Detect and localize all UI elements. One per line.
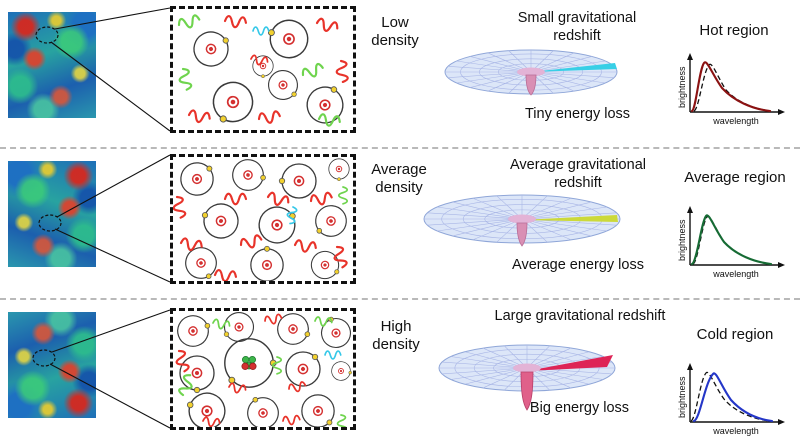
y-axis-label: brightness xyxy=(677,66,687,108)
row-separator xyxy=(0,147,800,149)
low-density-particles xyxy=(176,13,352,133)
well-stem xyxy=(525,74,537,96)
x-axis-label: wavelength xyxy=(712,269,759,279)
density-label: Low density xyxy=(371,14,419,50)
redshift-label: Average gravitational redshift xyxy=(510,157,646,191)
redshift-label: Small gravitational redshift xyxy=(517,10,637,44)
average-density-particles xyxy=(170,153,354,287)
spectrum-plot-average: brightness wavelength xyxy=(677,206,785,279)
photon-path-streak xyxy=(522,215,618,222)
region-label: Hot region xyxy=(699,22,769,39)
y-axis-label: brightness xyxy=(677,219,687,261)
cmb-map-thumbnail xyxy=(8,12,96,118)
average-spectrum-curve xyxy=(690,214,773,266)
high-density-particles xyxy=(172,306,356,437)
zoom-box-average-density xyxy=(170,153,356,287)
x-axis-label: wavelength xyxy=(712,116,759,126)
reference-spectrum-curve xyxy=(692,215,772,265)
cold-spectrum-curve xyxy=(692,372,774,423)
density-label: High density xyxy=(372,318,420,354)
photon-path-streak xyxy=(531,63,617,72)
energy-loss-label: Tiny energy loss xyxy=(524,106,631,122)
reference-spectrum-curve xyxy=(693,63,772,112)
redshift-label: Large gravitational redshift xyxy=(494,308,666,324)
y-axis-label: brightness xyxy=(677,376,687,418)
zoom-box-low-density xyxy=(170,6,356,133)
spectrum-plot-cold: brightness wavelength xyxy=(677,363,785,436)
photon-path-streak xyxy=(527,355,613,371)
potential-well-shallow xyxy=(444,49,618,96)
density-label: Average density xyxy=(371,161,427,197)
x-axis-label: wavelength xyxy=(712,426,759,436)
row-low-density: Low density Small gravitational redshift… xyxy=(0,0,800,148)
potential-well-deep xyxy=(438,344,616,411)
atoms-group xyxy=(173,153,354,287)
cmb-map-thumbnail xyxy=(8,161,96,267)
row-average-density: Average density Average gravitational re… xyxy=(0,149,800,297)
region-label: Cold region xyxy=(696,326,774,343)
well-stem xyxy=(520,371,534,411)
cmb-map-thumbnail xyxy=(8,312,96,418)
photon-waves xyxy=(176,13,350,129)
atoms-group xyxy=(172,306,356,437)
reference-spectrum-curve xyxy=(690,371,771,422)
row-separator xyxy=(0,298,800,300)
hot-spectrum-curve xyxy=(690,61,772,113)
region-label: Average region xyxy=(684,169,786,186)
potential-well-average xyxy=(423,194,621,247)
row-high-density: High density Large gravitational redshif… xyxy=(0,300,800,445)
zoom-box-high-density xyxy=(170,306,356,437)
energy-loss-label: Average energy loss xyxy=(512,257,644,273)
spectrum-plot-hot: brightness wavelength xyxy=(677,53,785,126)
energy-loss-label: Big energy loss xyxy=(529,400,630,416)
well-stem xyxy=(516,222,528,247)
heavy-atom xyxy=(224,338,277,388)
